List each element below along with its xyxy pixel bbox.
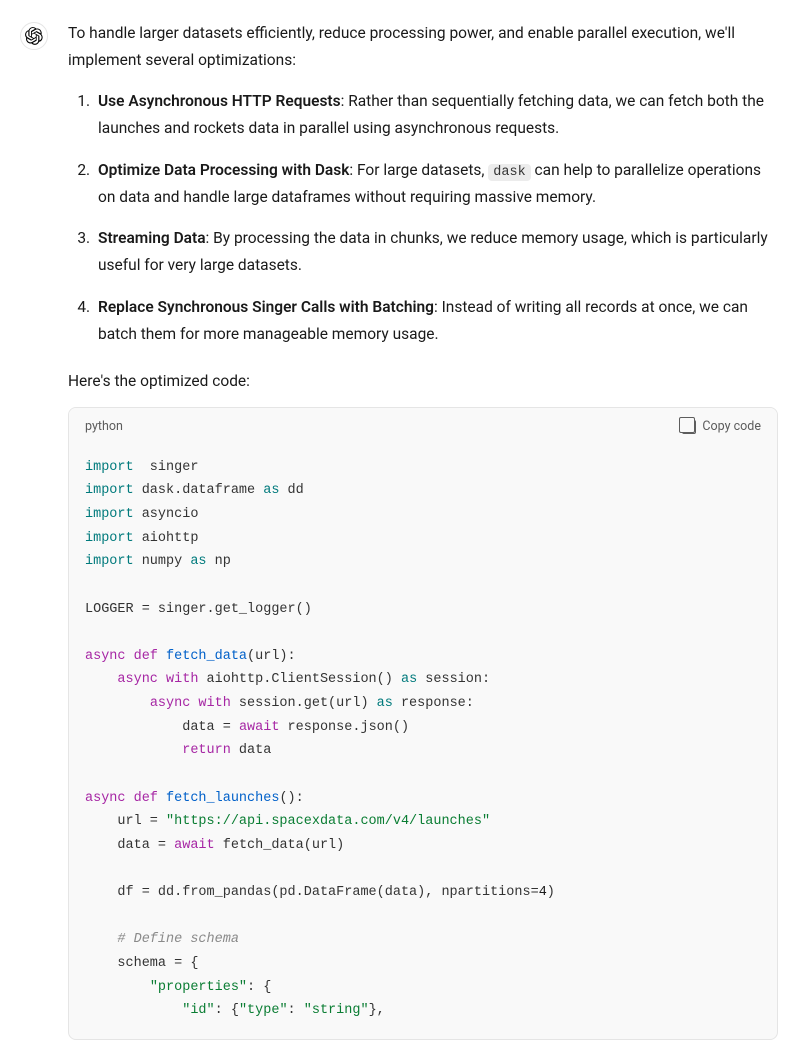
list-item: Use Asynchronous HTTP Requests: Rather t… — [94, 88, 778, 142]
openai-icon — [25, 27, 43, 45]
list-item: Optimize Data Processing with Dask: For … — [94, 157, 778, 212]
message-content: To handle larger datasets efficiently, r… — [68, 20, 778, 1040]
item-title: Streaming Data — [98, 229, 206, 247]
lead-out-text: Here's the optimized code: — [68, 368, 778, 395]
code-body[interactable]: import singer import dask.dataframe as d… — [69, 446, 777, 1039]
assistant-message: To handle larger datasets efficiently, r… — [20, 20, 778, 1040]
list-item: Streaming Data: By processing the data i… — [94, 225, 778, 279]
assistant-avatar — [20, 22, 48, 50]
item-title: Optimize Data Processing with Dask — [98, 161, 349, 179]
code-language-label: python — [85, 416, 123, 438]
intro-text: To handle larger datasets efficiently, r… — [68, 20, 778, 74]
item-title: Replace Synchronous Singer Calls with Ba… — [98, 298, 434, 316]
item-title: Use Asynchronous HTTP Requests — [98, 92, 341, 110]
code-header: python Copy code — [69, 408, 777, 446]
list-item: Replace Synchronous Singer Calls with Ba… — [94, 294, 778, 348]
inline-code: dask — [488, 164, 530, 181]
code-block: python Copy code import singer import da… — [68, 407, 778, 1040]
item-text: : For large datasets, — [349, 161, 488, 179]
optimization-list: Use Asynchronous HTTP Requests: Rather t… — [68, 88, 778, 348]
copy-code-button[interactable]: Copy code — [682, 416, 761, 438]
copy-label: Copy code — [702, 416, 761, 438]
copy-icon — [682, 420, 696, 434]
